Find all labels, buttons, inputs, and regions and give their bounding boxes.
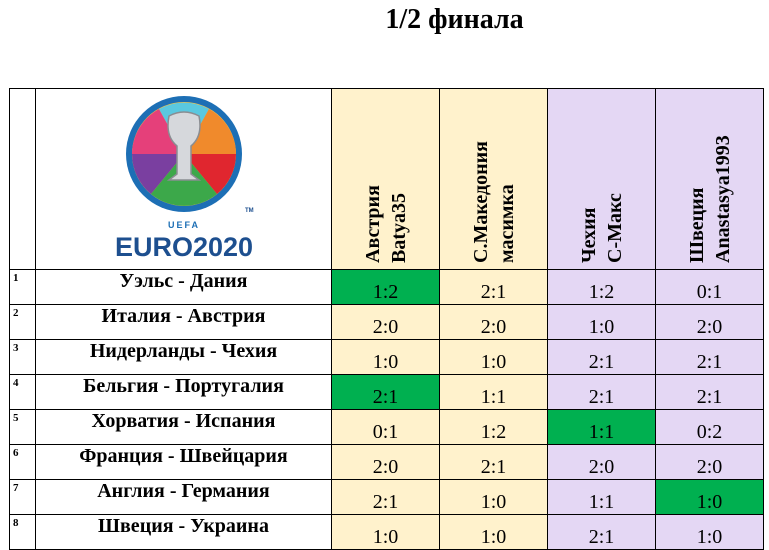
row-number: 8 xyxy=(9,514,36,550)
score-cell: 1:1 xyxy=(547,409,656,445)
player-team: С.Македония xyxy=(469,141,492,263)
row-number: 1 xyxy=(9,269,36,305)
score-cell: 2:1 xyxy=(547,514,656,550)
score-cell: 1:0 xyxy=(439,339,548,375)
match-name: Италия - Австрия xyxy=(35,304,332,340)
score-cell: 2:1 xyxy=(439,444,548,480)
table-row: 4 Бельгия - Португалия 2:1 1:1 2:1 2:1 xyxy=(9,374,764,410)
score-cell: 2:1 xyxy=(439,269,548,305)
trophy-icon xyxy=(166,111,201,181)
score-cell: 1:0 xyxy=(331,339,440,375)
score-cell: 0:1 xyxy=(655,269,764,305)
row-number: 5 xyxy=(9,409,36,445)
score-cell: 1:0 xyxy=(331,514,440,550)
row-number: 2 xyxy=(9,304,36,340)
logo-euro-text: EURO2020 xyxy=(114,232,252,262)
score-cell: 0:1 xyxy=(331,409,440,445)
match-name: Хорватия - Испания xyxy=(35,409,332,445)
table-row: 1 Уэльс - Дания 1:2 2:1 1:2 0:1 xyxy=(9,269,764,305)
match-name: Бельгия - Португалия xyxy=(35,374,332,410)
euro2020-logo: UEFA EURO2020 TM xyxy=(114,96,254,262)
score-cell: 0:2 xyxy=(655,409,764,445)
logo-cell: UEFA EURO2020 TM xyxy=(35,88,332,270)
table-row: 8 Швеция - Украина 1:0 1:0 2:1 1:0 xyxy=(9,514,764,550)
row-number: 6 xyxy=(9,444,36,480)
page-title: 1/2 финала xyxy=(0,4,769,36)
score-cell: 1:1 xyxy=(439,374,548,410)
player-name: Anastasya1993 xyxy=(711,135,734,263)
score-cell: 2:0 xyxy=(331,444,440,480)
score-cell: 2:0 xyxy=(439,304,548,340)
score-cell: 2:1 xyxy=(547,339,656,375)
score-cell: 1:2 xyxy=(331,269,440,305)
player-name: Batya35 xyxy=(387,193,410,263)
logo-segment-orange xyxy=(183,109,236,154)
score-cell: 2:0 xyxy=(331,304,440,340)
score-cell: 2:0 xyxy=(655,444,764,480)
score-cell: 1:0 xyxy=(439,479,548,515)
player-header-text: С.Македония масимка xyxy=(468,95,520,263)
match-name: Швеция - Украина xyxy=(35,514,332,550)
score-cell: 2:0 xyxy=(655,304,764,340)
predictions-table: UEFA EURO2020 TM Австрия Batya35 С.Македон… xyxy=(9,88,764,550)
match-name: Франция - Швейцария xyxy=(35,444,332,480)
score-cell: 1:0 xyxy=(655,479,764,515)
score-cell: 2:1 xyxy=(331,374,440,410)
player-name: С-Макс xyxy=(603,193,626,263)
score-cell: 1:0 xyxy=(547,304,656,340)
logo-uefa-text: UEFA xyxy=(167,220,199,230)
match-name: Нидерланды - Чехия xyxy=(35,339,332,375)
table-row: 3 Нидерланды - Чехия 1:0 1:0 2:1 2:1 xyxy=(9,339,764,375)
header-row: UEFA EURO2020 TM Австрия Batya35 С.Македон… xyxy=(9,88,764,270)
logo-segment-purple xyxy=(131,154,184,194)
player-name: масимка xyxy=(495,184,518,263)
match-name: Англия - Германия xyxy=(35,479,332,515)
player-header-1: Австрия Batya35 xyxy=(331,88,440,270)
table-row: 2 Италия - Австрия 2:0 2:0 1:0 2:0 xyxy=(9,304,764,340)
score-cell: 2:1 xyxy=(547,374,656,410)
logo-tm-text: TM xyxy=(245,208,254,214)
score-cell: 2:1 xyxy=(655,374,764,410)
match-name: Уэльс - Дания xyxy=(35,269,332,305)
player-header-text: Чехия С-Макс xyxy=(576,95,628,263)
player-team: Чехия xyxy=(577,207,600,264)
score-cell: 1:0 xyxy=(439,514,548,550)
player-team: Австрия xyxy=(361,185,384,263)
player-team: Швеция xyxy=(685,187,708,263)
score-cell: 2:0 xyxy=(547,444,656,480)
row-number: 4 xyxy=(9,374,36,410)
logo-segment-red xyxy=(183,154,236,194)
player-header-2: С.Македония масимка xyxy=(439,88,548,270)
table-row: 7 Англия - Германия 2:1 1:0 1:1 1:0 xyxy=(9,479,764,515)
table-row: 6 Франция - Швейцария 2:0 2:1 2:0 2:0 xyxy=(9,444,764,480)
score-cell: 2:1 xyxy=(655,339,764,375)
player-header-3: Чехия С-Макс xyxy=(547,88,656,270)
score-cell: 1:2 xyxy=(547,269,656,305)
row-number: 7 xyxy=(9,479,36,515)
score-cell: 1:2 xyxy=(439,409,548,445)
score-cell: 1:0 xyxy=(655,514,764,550)
row-number: 3 xyxy=(9,339,36,375)
logo-segment-pink xyxy=(131,109,184,154)
score-cell: 1:1 xyxy=(547,479,656,515)
title-text: 1/2 финала xyxy=(385,4,524,35)
player-header-text: Швеция Anastasya1993 xyxy=(684,95,736,263)
player-header-4: Швеция Anastasya1993 xyxy=(655,88,764,270)
corner-cell xyxy=(9,88,36,270)
score-cell: 2:1 xyxy=(331,479,440,515)
player-header-text: Австрия Batya35 xyxy=(360,95,412,263)
table-row: 5 Хорватия - Испания 0:1 1:2 1:1 0:2 xyxy=(9,409,764,445)
